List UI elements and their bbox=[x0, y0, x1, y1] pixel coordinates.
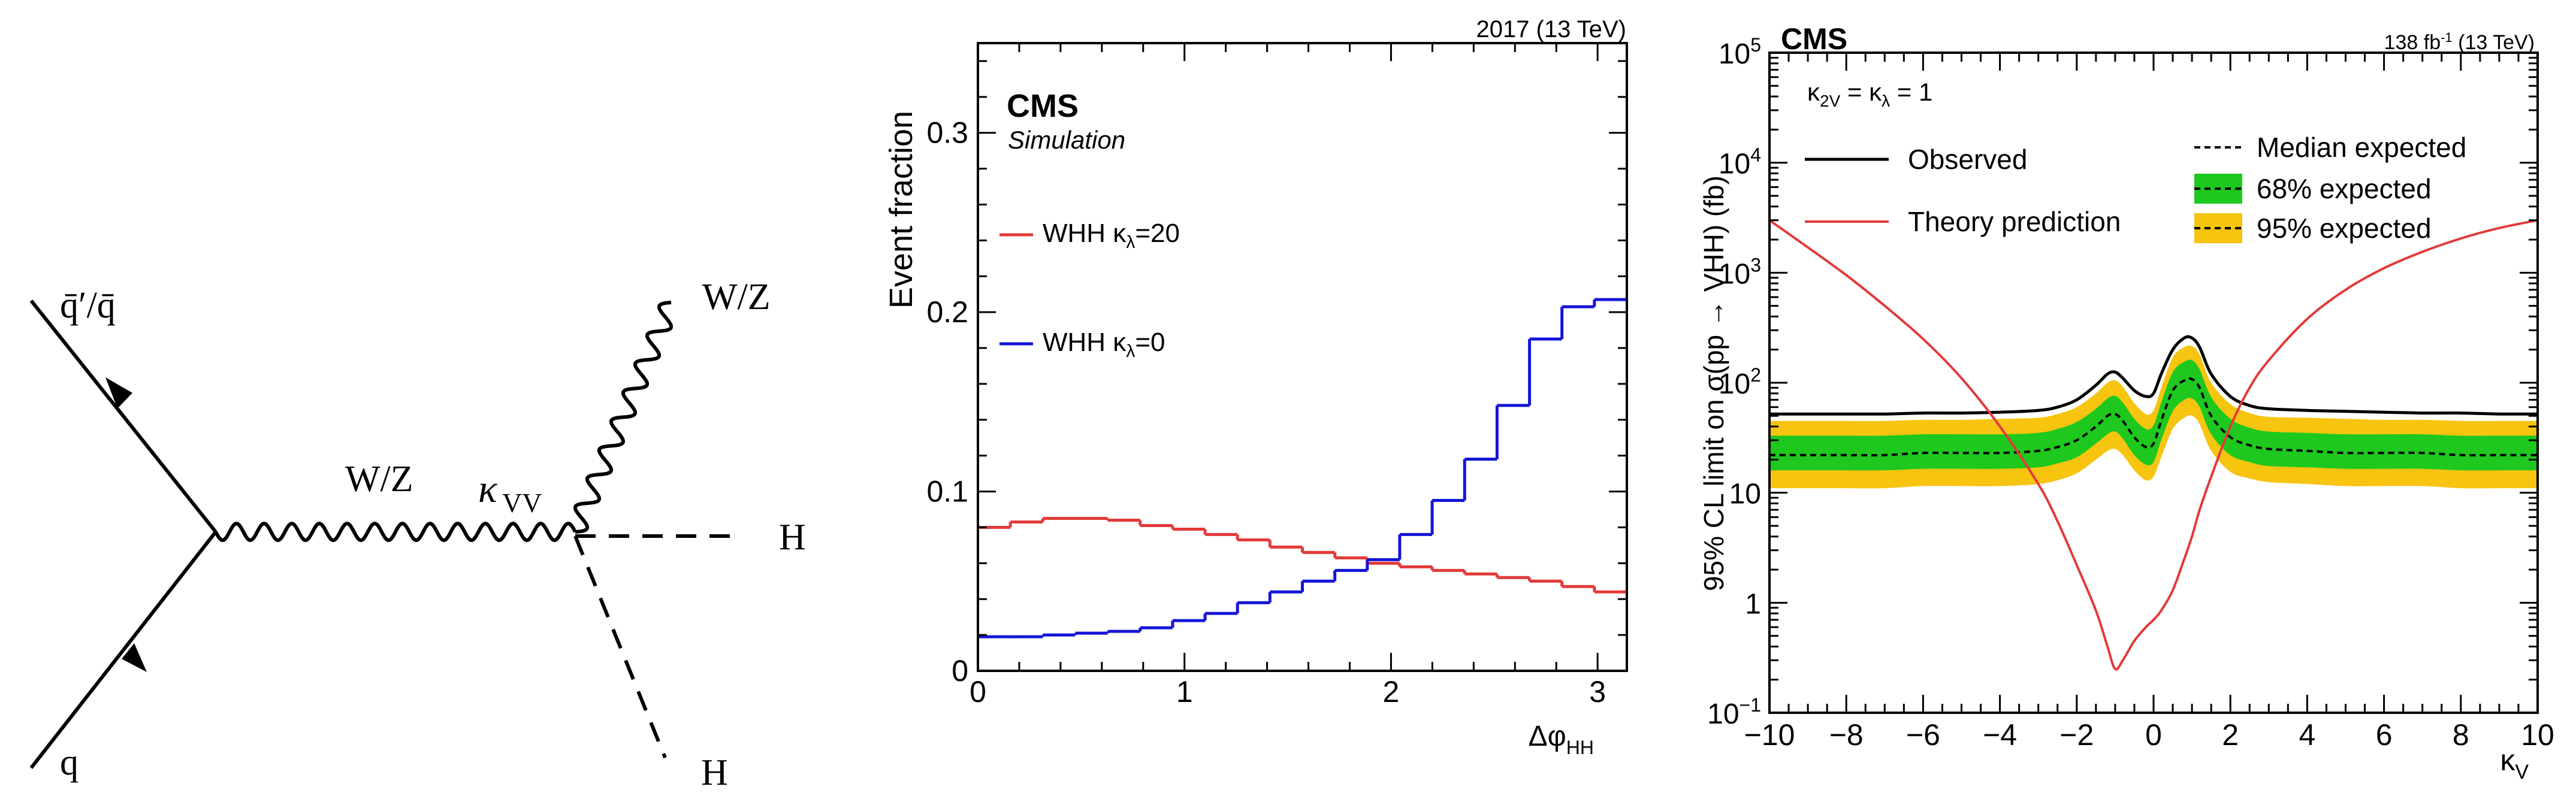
chart1-legend: WHH κλ=20 WHH κλ=0 bbox=[999, 219, 1180, 361]
x-tick-label: 1 bbox=[1176, 675, 1193, 709]
quark-line bbox=[29, 531, 218, 769]
y-tick-label: 1 bbox=[1745, 588, 1761, 620]
y-tick-label: 105 bbox=[1719, 34, 1761, 70]
x-tick-label: −6 bbox=[1906, 718, 1940, 752]
series-kl20 bbox=[978, 516, 1627, 594]
antiquark-line bbox=[29, 299, 218, 533]
x-tick-label: 2 bbox=[1383, 675, 1400, 709]
chart2-condition: κ2V = κλ = 1 bbox=[1807, 78, 1932, 110]
chart1-title: 2017 (13 TeV) bbox=[1476, 16, 1626, 43]
feynman-diagram: q̄′/q̄ q W/Z κ VV W/Z H H bbox=[29, 277, 806, 793]
legend-observed-label: Observed bbox=[1908, 144, 2027, 175]
label-antiquark: q̄′/q̄ bbox=[60, 285, 116, 326]
x-tick-label: 0 bbox=[970, 675, 986, 709]
chart1-xlabel: ΔφHH bbox=[1529, 721, 1594, 758]
chart2-legend: Observed Theory prediction Median expect… bbox=[1805, 132, 2466, 244]
chart-limit-scan: CMS 138 fb-1 (13 TeV) κ2V = κλ = 1 95% C… bbox=[1698, 22, 2554, 783]
y-tick-label: 103 bbox=[1719, 254, 1761, 290]
legend-band95-label: 95% expected bbox=[2257, 213, 2432, 244]
x-tick-label: 8 bbox=[2453, 718, 2469, 752]
legend-median-label: Median expected bbox=[2257, 132, 2466, 163]
chart1-ylabel: Event fraction bbox=[883, 111, 919, 308]
label-outgoing-wz: W/Z bbox=[702, 277, 771, 317]
x-tick-label: 3 bbox=[1589, 675, 1606, 709]
outgoing-vector-boson bbox=[573, 301, 674, 534]
label-kappa-sub: VV bbox=[502, 488, 542, 518]
chart2-cms: CMS bbox=[1781, 22, 1847, 56]
x-tick-label: −8 bbox=[1829, 718, 1864, 752]
label-higgs-2: H bbox=[701, 752, 728, 793]
quark-arrow-icon bbox=[122, 643, 147, 672]
y-tick-label: 0.3 bbox=[926, 116, 968, 150]
chart1-cms: CMS bbox=[1007, 88, 1079, 124]
x-tick-label: 0 bbox=[2145, 718, 2162, 752]
chart2-xlabel: κV bbox=[2500, 743, 2529, 783]
y-tick-label: 10−1 bbox=[1707, 694, 1761, 730]
series-median-expected bbox=[1769, 377, 2538, 457]
legend-label-kl0: WHH κλ=0 bbox=[1043, 328, 1165, 361]
label-propagator-wz: W/Z bbox=[345, 459, 413, 500]
x-tick-label: 10 bbox=[2521, 718, 2554, 752]
y-tick-label: 0.1 bbox=[926, 475, 968, 509]
legend-label-kl20: WHH κλ=20 bbox=[1043, 219, 1180, 252]
legend-theory-label: Theory prediction bbox=[1908, 206, 2121, 237]
chart2-plot-area bbox=[1769, 219, 2538, 671]
series-observed bbox=[1769, 335, 2538, 416]
y-tick-label: 104 bbox=[1719, 144, 1761, 180]
chart2-ylabel: 95% CL limit on σ(pp → VHH) (fb) bbox=[1698, 175, 1729, 591]
label-kappa: κ bbox=[478, 467, 498, 511]
antiquark-arrow-icon bbox=[105, 377, 132, 408]
legend-band68-label: 68% expected bbox=[2257, 173, 2432, 204]
vector-boson-propagator bbox=[214, 521, 577, 543]
chart2-title: 138 fb-1 (13 TeV) bbox=[2384, 30, 2535, 54]
x-tick-label: 2 bbox=[2222, 718, 2239, 752]
label-higgs-1: H bbox=[779, 517, 806, 558]
chart1-frame bbox=[977, 42, 1628, 672]
chart1-subtitle: Simulation bbox=[1008, 126, 1125, 154]
x-tick-label: −2 bbox=[2059, 718, 2094, 752]
chart-event-fraction: 2017 (13 TeV) Event fraction CMS Simulat… bbox=[883, 16, 1628, 758]
x-tick-label: −10 bbox=[1744, 718, 1795, 752]
higgs-line-2 bbox=[573, 535, 667, 759]
y-tick-label: 0 bbox=[952, 654, 968, 688]
band-68 bbox=[1769, 359, 2538, 471]
x-tick-label: 6 bbox=[2376, 718, 2393, 752]
y-tick-label: 10 bbox=[1729, 479, 1761, 510]
y-tick-label: 0.2 bbox=[926, 295, 968, 329]
x-tick-label: 4 bbox=[2299, 718, 2315, 752]
series-kl0 bbox=[978, 298, 1627, 638]
label-quark: q bbox=[60, 742, 78, 783]
y-tick-label: 102 bbox=[1719, 364, 1761, 400]
series-theory-prediction bbox=[1769, 219, 2538, 671]
x-tick-label: −4 bbox=[1983, 718, 2017, 752]
